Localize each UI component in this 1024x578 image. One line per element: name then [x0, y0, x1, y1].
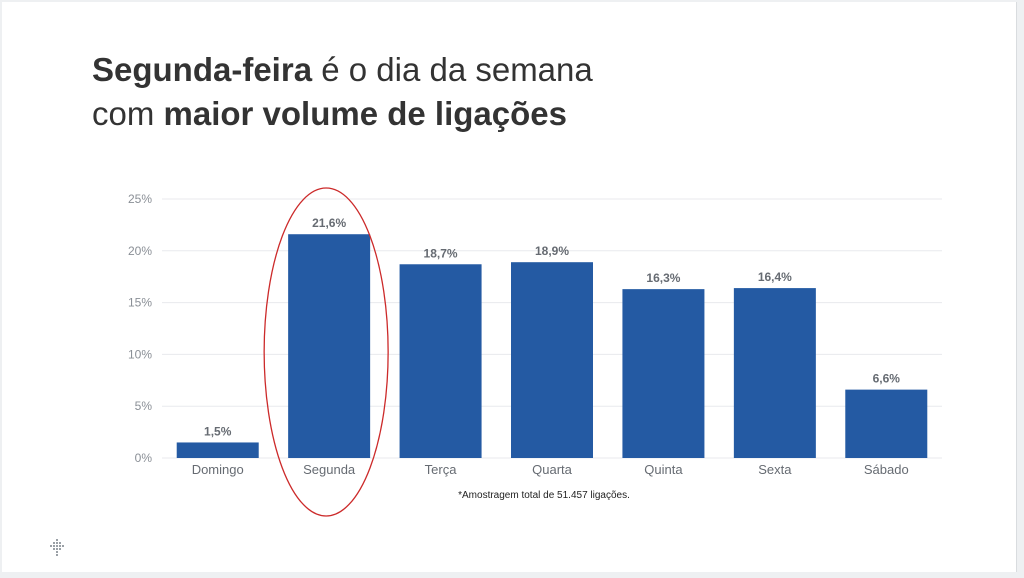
data-label: 16,3%: [646, 271, 680, 285]
bar: [511, 262, 593, 458]
x-tick-label: Sexta: [758, 462, 792, 477]
y-tick-label: 0%: [135, 451, 153, 465]
data-label: 18,9%: [535, 244, 569, 258]
data-label: 21,6%: [312, 216, 346, 230]
title-text-2: com: [92, 95, 164, 132]
bar: [733, 288, 816, 458]
bar-chart: 0% 5% 10% 15% 20% 25% 1,5% Domingo 21,6% Segunda 1…: [128, 187, 942, 517]
title-bold-volume: maior volume de ligações: [163, 95, 567, 132]
data-label: 16,4%: [758, 270, 792, 284]
y-tick-label: 25%: [128, 192, 152, 206]
y-tick-label: 5%: [135, 399, 153, 413]
data-label: 1,5%: [204, 424, 232, 438]
x-tick-label: Segunda: [303, 462, 356, 477]
highlight-ellipse: [263, 187, 389, 517]
x-tick-label: Sábado: [864, 462, 909, 477]
y-tick-label: 10%: [128, 347, 152, 361]
bar: [176, 442, 259, 458]
title-bold-day: Segunda-feira: [92, 51, 313, 88]
title-text-1: é o dia da semana: [312, 51, 593, 88]
bar: [288, 234, 371, 458]
footnote: *Amostragem total de 51.457 ligações.: [458, 490, 630, 501]
slide: Segunda-feira é o dia da semana com maio…: [2, 2, 1017, 572]
x-tick-label: Terça: [425, 462, 458, 477]
x-tick-label: Quinta: [644, 462, 683, 477]
y-tick-label: 15%: [128, 296, 152, 310]
bar: [845, 389, 928, 458]
slide-title: Segunda-feira é o dia da semana com maio…: [92, 48, 593, 136]
x-tick-label: Quarta: [532, 462, 573, 477]
y-tick-label: 20%: [128, 244, 152, 258]
bar: [622, 289, 705, 458]
logo-icon: [50, 539, 64, 556]
data-label: 6,6%: [873, 372, 901, 386]
data-label: 18,7%: [424, 246, 458, 260]
x-tick-label: Domingo: [192, 462, 244, 477]
bar: [399, 264, 482, 458]
